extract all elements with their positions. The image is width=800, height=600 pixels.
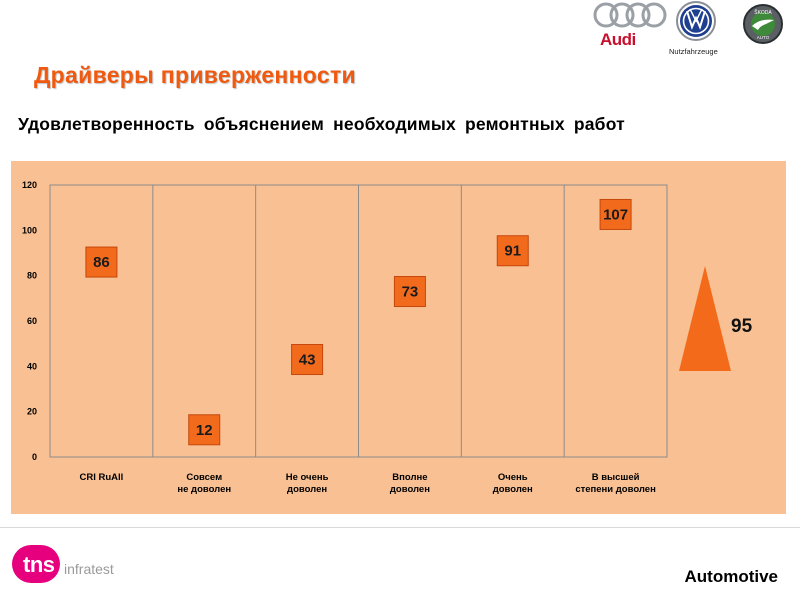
audi-rings-icon — [593, 2, 667, 28]
skoda-logo-subtext: AUTO — [757, 35, 770, 40]
data-point-label: 91 — [504, 243, 521, 260]
skoda-logo-icon: ŠKODA AUTO — [743, 4, 783, 44]
footer-divider — [0, 527, 800, 528]
data-point-label: 43 — [299, 352, 316, 369]
y-tick-label: 0 — [32, 452, 37, 462]
data-point-marker — [85, 246, 118, 278]
tns-logo-mark — [12, 545, 60, 583]
y-tick-label: 120 — [22, 180, 37, 190]
x-tick-label: Вполне доволен — [390, 472, 430, 495]
page-title: Драйверы приверженности — [34, 62, 356, 88]
y-tick-label: 40 — [27, 361, 37, 371]
tns-logo — [10, 543, 130, 585]
summary-indicator-value: 95 — [731, 316, 753, 337]
x-tick-label-line: доволен — [493, 484, 533, 495]
x-tick-label: В высшей степени доволен — [575, 472, 656, 495]
summary-indicator-triangle — [679, 266, 731, 371]
data-point-marker — [393, 276, 426, 308]
data-point-label: 12 — [196, 422, 213, 439]
y-tick-label: 80 — [27, 271, 37, 281]
skoda-logo-text: ŠKODA — [754, 9, 772, 16]
x-tick-label-line: Совсем — [186, 472, 222, 483]
footer-automotive: Automotive — [684, 567, 779, 586]
x-tick-label: Очень доволен — [493, 472, 533, 495]
y-tick-label: 60 — [27, 316, 37, 326]
x-tick-label-line: степени доволен — [575, 484, 656, 495]
tns-wordmark: tns — [23, 552, 55, 577]
x-tick-label-line: доволен — [390, 484, 430, 495]
data-point-marker — [599, 198, 632, 230]
x-tick-label: Совсем не доволен — [177, 472, 231, 495]
tns-logo-graphic — [12, 545, 60, 583]
x-tick-label: Не очень доволен — [286, 472, 329, 495]
audi-wordmark: Audi — [600, 30, 636, 49]
x-tick-label-line: Очень — [498, 472, 528, 483]
brand-logos-graphic: ŠKODA AUTO — [593, 1, 783, 44]
x-tick-label-line: Вполне — [392, 472, 427, 483]
data-point-marker — [188, 414, 221, 446]
x-tick-label-line: CRI RuAll — [80, 472, 124, 483]
infratest-wordmark: infratest — [64, 561, 114, 577]
y-tick-label: 100 — [22, 225, 37, 235]
data-point-label: 73 — [402, 284, 419, 301]
x-tick-label-line: Не очень — [286, 472, 329, 483]
data-point-label: 86 — [93, 254, 110, 271]
chart-panel: 0 20 40 60 80 100 120 CRI RuAll Совсем не доволен… — [11, 161, 786, 514]
x-tick-label-line: не доволен — [177, 484, 231, 495]
brand-logos: ŠKODA AUTO — [590, 0, 795, 60]
chart: 0 20 40 60 80 100 120 CRI RuAll Совсем не доволен… — [22, 180, 753, 495]
x-tick-label-line: доволен — [287, 484, 327, 495]
page-subtitle: Удовлетворенность объяснением необходимы… — [18, 114, 625, 134]
data-point-label: 107 — [603, 206, 628, 223]
x-tick-label: CRI RuAll — [80, 472, 124, 483]
vw-logo-icon — [676, 1, 716, 41]
x-tick-label-line: В высшей — [592, 472, 640, 483]
data-point-marker — [291, 344, 324, 376]
data-point-marker — [496, 235, 529, 267]
y-tick-label: 20 — [27, 407, 37, 417]
vw-wordmark: Nutzfahrzeuge — [669, 47, 718, 56]
